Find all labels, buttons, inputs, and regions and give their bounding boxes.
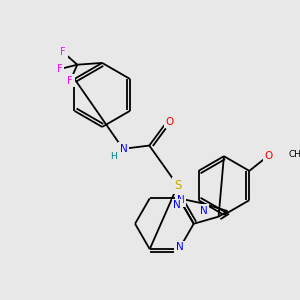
Text: N: N: [177, 195, 185, 205]
Text: H: H: [110, 152, 117, 161]
Text: F: F: [57, 64, 62, 74]
Text: N: N: [173, 200, 181, 211]
Text: F: F: [68, 76, 73, 86]
Text: O: O: [166, 117, 174, 127]
Text: O: O: [265, 151, 273, 161]
Text: N: N: [120, 144, 128, 154]
Text: N: N: [200, 206, 208, 216]
Text: N: N: [176, 242, 184, 252]
Text: F: F: [60, 47, 66, 57]
Text: CH₃: CH₃: [288, 150, 300, 159]
Text: S: S: [174, 179, 182, 192]
